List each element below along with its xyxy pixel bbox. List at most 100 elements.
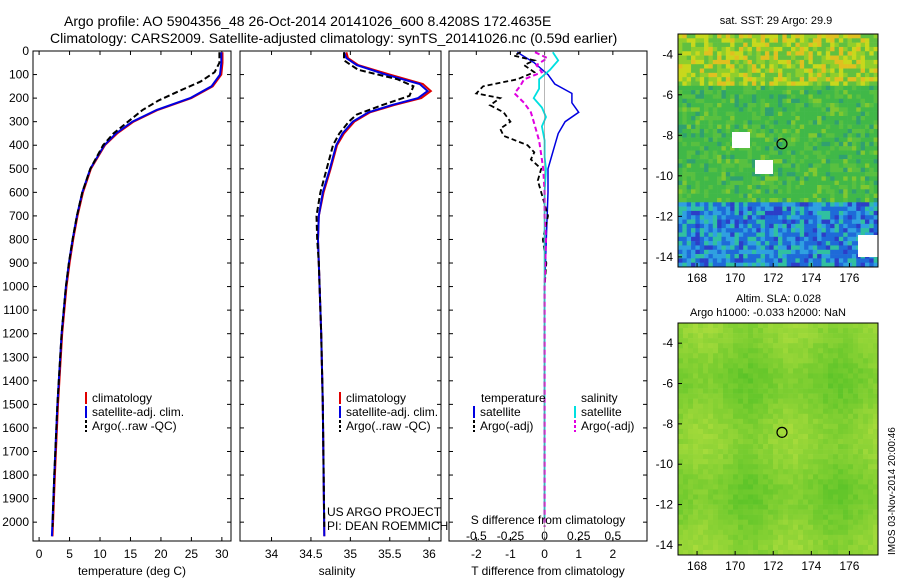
sla-cell	[873, 388, 879, 394]
sla-cell	[698, 368, 704, 374]
sla-cell	[793, 469, 799, 475]
sst-cell	[751, 111, 757, 117]
sst-cell	[782, 38, 787, 43]
sst-cell	[678, 38, 683, 43]
sst-cell	[782, 232, 787, 238]
sla-cell	[713, 373, 719, 379]
sla-cell	[733, 454, 739, 460]
sla-cell	[788, 383, 794, 389]
sla-cell	[818, 388, 824, 394]
sst-cell	[864, 42, 870, 48]
sst-cell	[730, 98, 735, 104]
sst-cell	[678, 258, 683, 263]
sla-cell	[873, 328, 879, 334]
sst-cell	[691, 107, 696, 112]
sst-map	[678, 34, 879, 268]
sst-cell	[791, 111, 796, 117]
sla-cell	[768, 373, 774, 379]
sla-cell	[848, 333, 854, 339]
sla-cell	[823, 328, 829, 334]
sst-cell	[873, 128, 879, 134]
sla-cell	[698, 358, 704, 364]
sst-cell	[812, 245, 818, 251]
sst-cell	[873, 223, 879, 229]
sla-cell	[733, 469, 739, 475]
sla-cell	[838, 373, 844, 379]
sst-cell	[838, 146, 844, 151]
sla-cell	[838, 514, 844, 520]
sla-cell	[743, 524, 749, 531]
sla-cell	[688, 393, 694, 399]
sla-cell	[728, 534, 734, 541]
sst-cell	[751, 115, 757, 121]
sst-cell	[769, 72, 774, 78]
sla-cell	[873, 383, 879, 389]
sla-cell	[848, 413, 854, 420]
sst-cell	[791, 241, 796, 246]
sla-cell	[723, 428, 729, 435]
top-tick-label: 0.25	[567, 529, 591, 543]
sla-cell	[788, 428, 794, 435]
sst-cell	[743, 38, 748, 43]
sla-cell	[708, 363, 714, 369]
sla-cell	[728, 499, 734, 505]
sst-cell	[808, 167, 814, 173]
sst-cell	[699, 111, 705, 117]
sst-cell	[873, 98, 879, 104]
sst-cell	[804, 98, 809, 104]
sla-cell	[778, 378, 784, 384]
sst-cell	[717, 154, 722, 160]
depth-axis: 0100200300400500600700800900100011001200…	[2, 44, 647, 529]
sst-cell	[851, 197, 857, 203]
sst-cell	[751, 258, 757, 263]
sst-cell	[730, 81, 735, 87]
sla-cell	[838, 449, 844, 455]
sla-cell	[823, 358, 829, 364]
sla-cell	[798, 529, 804, 536]
sst-cell	[721, 185, 727, 190]
sla-cell	[718, 423, 724, 430]
sst-cell	[764, 137, 770, 143]
sst-cell	[712, 180, 718, 186]
sst-cell	[799, 64, 805, 69]
sla-cell	[873, 338, 879, 344]
sst-cell	[708, 197, 714, 203]
sst-cell	[791, 228, 796, 233]
sla-cell	[818, 343, 824, 349]
sla-cell	[788, 504, 794, 510]
sla-cell	[693, 368, 699, 374]
sst-cell	[791, 189, 796, 194]
sla-cell	[763, 469, 769, 475]
sla-cell	[738, 383, 744, 389]
sst-cell	[734, 249, 740, 255]
sst-cell	[808, 197, 814, 203]
sla-cell	[843, 353, 849, 359]
sla-cell	[793, 479, 799, 485]
sst-cell	[682, 133, 687, 138]
sla-cell	[868, 499, 874, 505]
sst-cell	[678, 103, 683, 108]
sst-cell	[699, 185, 705, 190]
sla-cell	[793, 398, 799, 404]
sla-cell	[723, 549, 729, 556]
sla-cell	[763, 338, 769, 344]
sst-cell	[786, 241, 792, 246]
sst-cell	[708, 77, 714, 82]
sla-cell	[693, 433, 699, 440]
sla-cell	[773, 428, 779, 435]
sla-cell	[788, 519, 794, 526]
sla-cell	[728, 368, 734, 374]
sla-cell	[813, 368, 819, 374]
sla-cell	[803, 323, 809, 329]
sla-cell	[798, 393, 804, 399]
sst-cell	[734, 107, 740, 112]
sst-cell	[747, 72, 753, 78]
sst-cell	[825, 241, 831, 246]
sst-cell	[864, 137, 870, 143]
sla-cell	[688, 529, 694, 536]
sla-cell	[678, 449, 684, 455]
sst-cell	[686, 232, 692, 238]
sla-cell	[678, 403, 684, 410]
sst-cell	[778, 111, 783, 117]
sst-cell	[695, 245, 701, 251]
